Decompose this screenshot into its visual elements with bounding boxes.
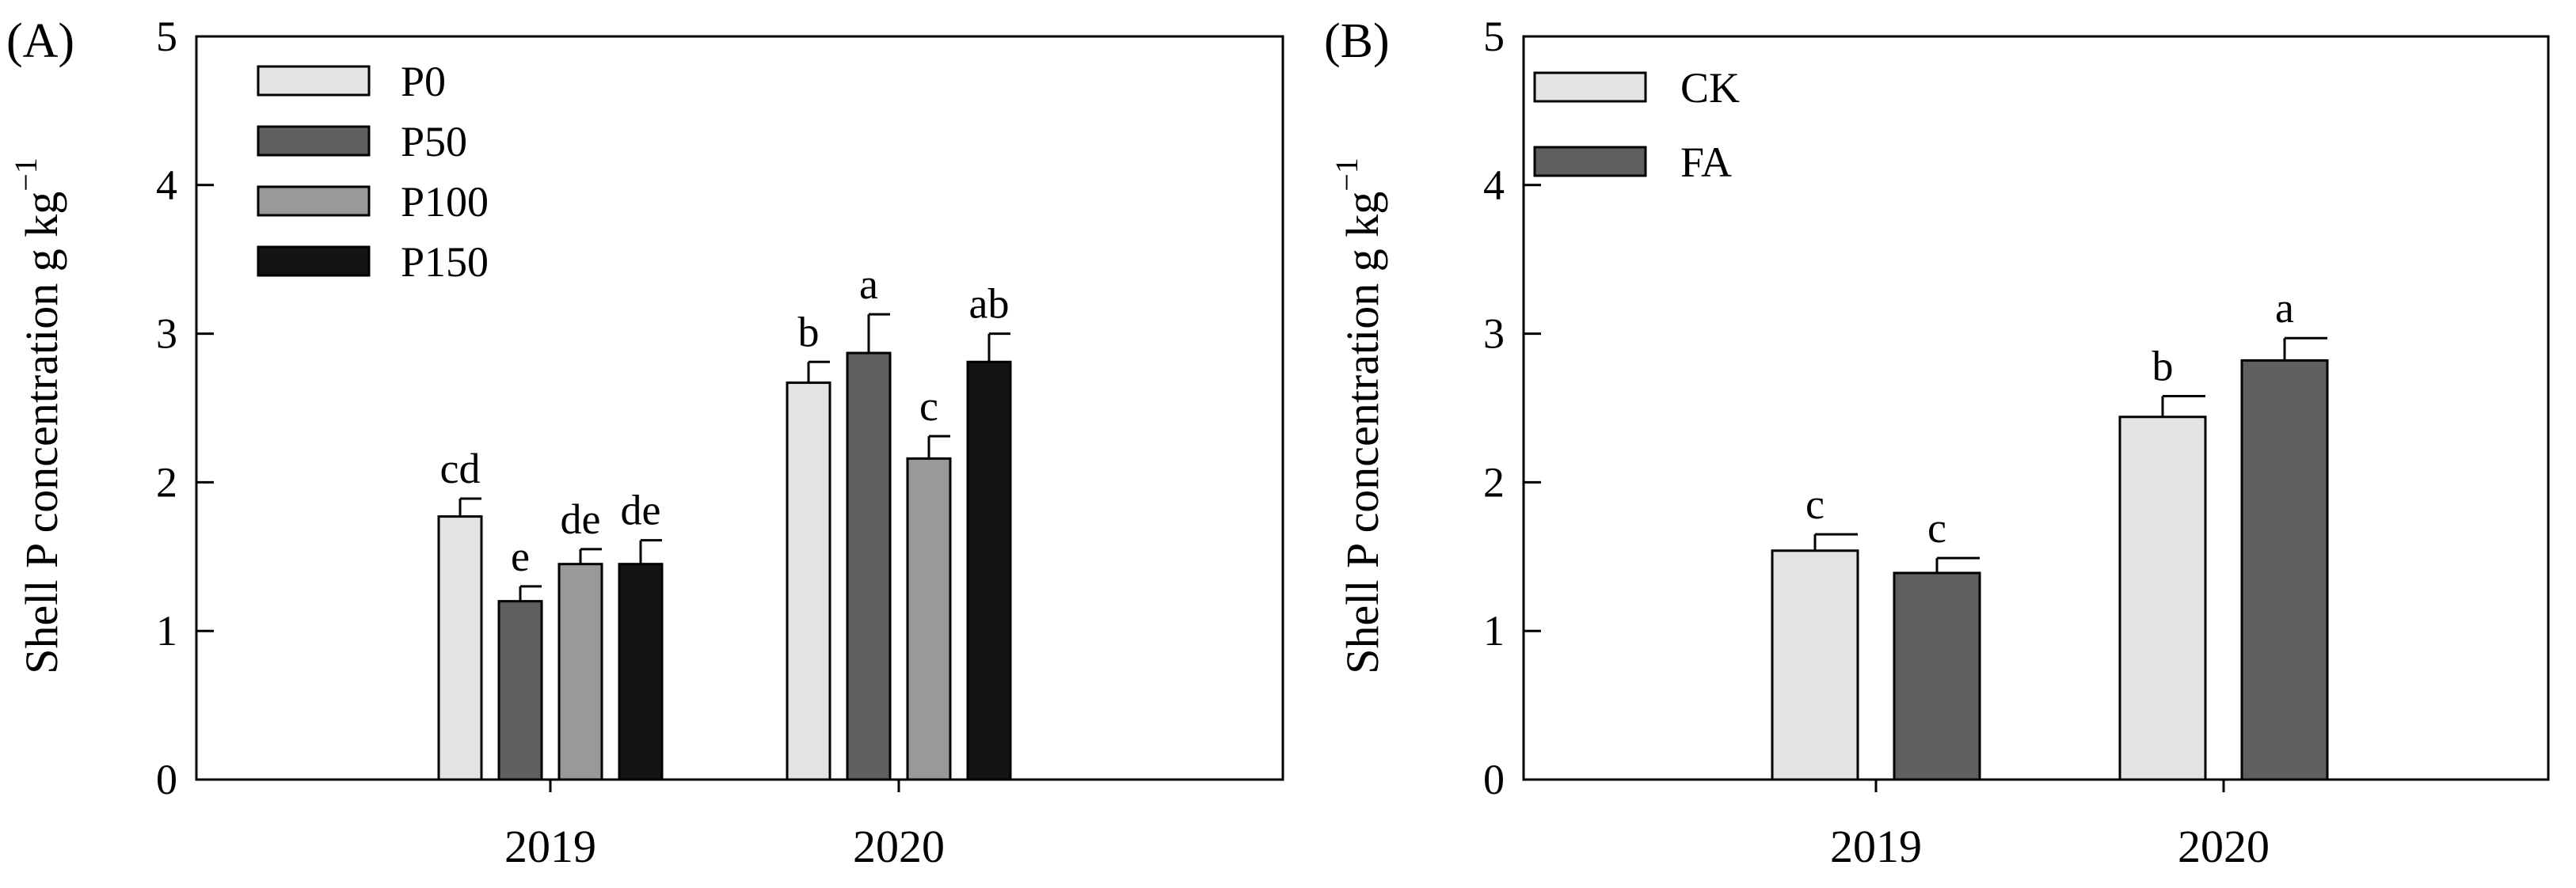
panel-label: (A)	[6, 14, 74, 68]
bar	[437, 515, 483, 781]
significance-label: de	[621, 487, 661, 534]
bar	[1771, 549, 1859, 781]
bar	[2240, 359, 2329, 781]
y-axis-title-superscript: −1	[8, 157, 44, 192]
legend-label: P100	[401, 178, 489, 226]
legend-swatch	[257, 125, 371, 157]
bar	[2118, 416, 2207, 781]
y-axis-title: Shell P concentration g kg−1	[8, 157, 67, 674]
chart-panel-b: (B) 0 1 2 3 4 5 Shell P concentration g kg−1 201…	[1324, 13, 2550, 872]
legend-swatch	[257, 65, 371, 97]
y-tick-label: 4	[156, 161, 177, 209]
bar	[1893, 571, 1981, 781]
y-tick-label: 3	[1483, 310, 1505, 358]
legend-label: FA	[1680, 139, 1732, 186]
significance-label: ab	[969, 280, 1010, 328]
significance-label: c	[1805, 480, 1825, 528]
significance-label: c	[919, 382, 938, 430]
legend-swatch	[257, 245, 371, 277]
legend-swatch	[257, 185, 371, 217]
y-tick-label: 4	[1483, 161, 1505, 209]
y-tick-label: 2	[156, 458, 177, 506]
bar	[846, 351, 892, 781]
y-axis-title-text: Shell P concentration g kg	[1337, 192, 1388, 674]
significance-label: b	[798, 308, 820, 355]
significance-label: a	[2275, 284, 2294, 332]
x-tick-label: 2019	[1830, 821, 1922, 872]
legend-label: P50	[401, 118, 467, 165]
significance-label: a	[859, 260, 878, 308]
y-tick-label: 1	[156, 607, 177, 655]
y-tick-label: 5	[156, 13, 177, 60]
legend-label: P150	[401, 238, 489, 286]
significance-label: e	[511, 533, 530, 580]
y-axis-title-superscript: −1	[1329, 157, 1364, 192]
y-tick-label: 5	[1483, 13, 1505, 60]
bar	[557, 563, 603, 781]
panel-label: (B)	[1324, 14, 1390, 68]
y-axis-title: Shell P concentration g kg−1	[1329, 157, 1388, 674]
significance-label: de	[561, 495, 601, 543]
legend-swatch	[1533, 71, 1647, 103]
plot-frame	[1522, 35, 2550, 781]
bar	[497, 600, 543, 781]
significance-label: cd	[440, 445, 481, 492]
significance-label: b	[2152, 342, 2174, 389]
x-tick-label: 2020	[2178, 821, 2270, 872]
y-tick-label: 2	[1483, 458, 1505, 506]
bar	[618, 563, 664, 781]
y-tick-label: 0	[156, 756, 177, 803]
legend-label: P0	[401, 58, 446, 105]
bar	[786, 381, 831, 781]
significance-label: c	[1927, 504, 1946, 552]
chart-panel-a: (A) 0 1 2 3 4 5 Shell P concentration g kg−1 201…	[6, 13, 1284, 872]
plot-frame	[195, 35, 1284, 781]
y-tick-label: 0	[1483, 756, 1505, 803]
y-axis-title-text: Shell P concentration g kg	[16, 192, 67, 674]
legend-swatch	[1533, 146, 1647, 177]
bar	[906, 457, 952, 781]
y-tick-label: 1	[1483, 607, 1505, 655]
x-tick-label: 2019	[504, 821, 596, 872]
bar	[966, 360, 1012, 781]
x-tick-label: 2020	[853, 821, 945, 872]
legend-label: CK	[1680, 64, 1740, 112]
y-tick-label: 3	[156, 310, 177, 358]
